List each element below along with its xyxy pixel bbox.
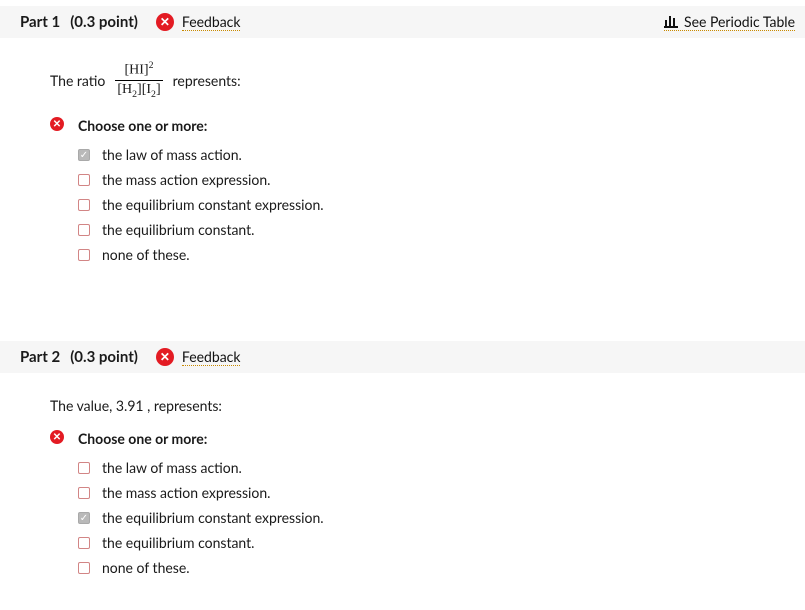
part2-options: the law of mass action. the mass action …: [78, 455, 324, 580]
prompt-after: represents:: [173, 72, 241, 89]
part1-title: Part 1: [20, 13, 60, 31]
part1-options: the law of mass action. the mass action …: [78, 142, 324, 267]
option-row: the equilibrium constant.: [78, 530, 324, 555]
option-label: the law of mass action.: [102, 146, 242, 163]
part1-points: (0.3 point): [70, 13, 138, 31]
fraction-numerator: [HI]2: [122, 60, 155, 80]
incorrect-icon[interactable]: ✕: [156, 348, 174, 366]
part1-choose-block: ✕ Choose one or more: the law of mass ac…: [50, 117, 785, 267]
feedback-link[interactable]: Feedback: [182, 13, 241, 31]
part2-points: (0.3 point): [70, 348, 138, 366]
checkbox[interactable]: [78, 562, 90, 574]
option-row: none of these.: [78, 555, 324, 580]
option-row: the mass action expression.: [78, 480, 324, 505]
checkbox[interactable]: [78, 249, 90, 261]
ratio-fraction: [HI]2 [H2][I2]: [115, 60, 162, 101]
periodic-table-link[interactable]: See Periodic Table: [664, 13, 795, 31]
option-label: none of these.: [102, 246, 190, 263]
checkbox[interactable]: [78, 199, 90, 211]
periodic-table-label: See Periodic Table: [684, 13, 795, 30]
checkbox[interactable]: [78, 462, 90, 474]
checkbox[interactable]: [78, 149, 90, 161]
part2-header: Part 2 (0.3 point) ✕ Feedback: [0, 341, 805, 373]
incorrect-icon[interactable]: ✕: [156, 13, 174, 31]
checkbox[interactable]: [78, 224, 90, 236]
part1-header: Part 1 (0.3 point) ✕ Feedback See Period…: [0, 6, 805, 38]
option-label: the mass action expression.: [102, 484, 270, 501]
option-label: the equilibrium constant expression.: [102, 196, 324, 213]
checkbox[interactable]: [78, 537, 90, 549]
option-row: the equilibrium constant.: [78, 217, 324, 242]
choose-label: Choose one or more:: [78, 430, 324, 447]
part2-prompt: The value, 3.91 , represents:: [50, 397, 785, 414]
option-label: the equilibrium constant expression.: [102, 509, 324, 526]
option-label: none of these.: [102, 559, 190, 576]
checkbox[interactable]: [78, 487, 90, 499]
bar-chart-icon: [664, 16, 678, 28]
checkbox[interactable]: [78, 512, 90, 524]
incorrect-icon: ✕: [50, 430, 64, 444]
option-row: the law of mass action.: [78, 455, 324, 480]
option-row: the equilibrium constant expression.: [78, 192, 324, 217]
option-row: the mass action expression.: [78, 167, 324, 192]
option-label: the equilibrium constant.: [102, 534, 254, 551]
option-row: the law of mass action.: [78, 142, 324, 167]
incorrect-icon: ✕: [50, 117, 64, 131]
prompt-before: The ratio: [50, 72, 105, 89]
choose-label: Choose one or more:: [78, 117, 324, 134]
option-row: the equilibrium constant expression.: [78, 505, 324, 530]
part1-prompt: The ratio [HI]2 [H2][I2] represents:: [50, 60, 785, 101]
part2-title: Part 2: [20, 348, 60, 366]
feedback-link[interactable]: Feedback: [182, 348, 241, 366]
option-label: the equilibrium constant.: [102, 221, 254, 238]
fraction-denominator: [H2][I2]: [115, 80, 162, 101]
option-label: the law of mass action.: [102, 459, 242, 476]
option-label: the mass action expression.: [102, 171, 270, 188]
part2-choose-block: ✕ Choose one or more: the law of mass ac…: [50, 430, 785, 580]
checkbox[interactable]: [78, 174, 90, 186]
option-row: none of these.: [78, 242, 324, 267]
